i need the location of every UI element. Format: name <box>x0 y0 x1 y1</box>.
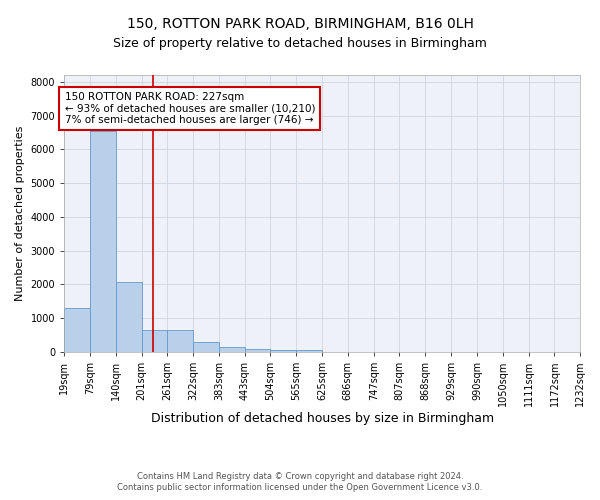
Text: Size of property relative to detached houses in Birmingham: Size of property relative to detached ho… <box>113 38 487 51</box>
Bar <box>116 282 142 352</box>
Text: 150, ROTTON PARK ROAD, BIRMINGHAM, B16 0LH: 150, ROTTON PARK ROAD, BIRMINGHAM, B16 0… <box>127 18 473 32</box>
Text: Contains HM Land Registry data © Crown copyright and database right 2024.: Contains HM Land Registry data © Crown c… <box>137 472 463 481</box>
Bar <box>64 308 90 352</box>
Bar <box>167 330 193 352</box>
Y-axis label: Number of detached properties: Number of detached properties <box>15 126 25 301</box>
Bar <box>271 350 296 352</box>
Bar <box>193 342 219 352</box>
Text: Contains public sector information licensed under the Open Government Licence v3: Contains public sector information licen… <box>118 484 482 492</box>
X-axis label: Distribution of detached houses by size in Birmingham: Distribution of detached houses by size … <box>151 412 494 425</box>
Bar <box>245 349 271 352</box>
Text: 150 ROTTON PARK ROAD: 227sqm
← 93% of detached houses are smaller (10,210)
7% of: 150 ROTTON PARK ROAD: 227sqm ← 93% of de… <box>65 92 315 125</box>
Bar <box>296 350 322 352</box>
Bar <box>90 130 116 352</box>
Bar <box>219 348 245 352</box>
Bar <box>142 330 167 352</box>
